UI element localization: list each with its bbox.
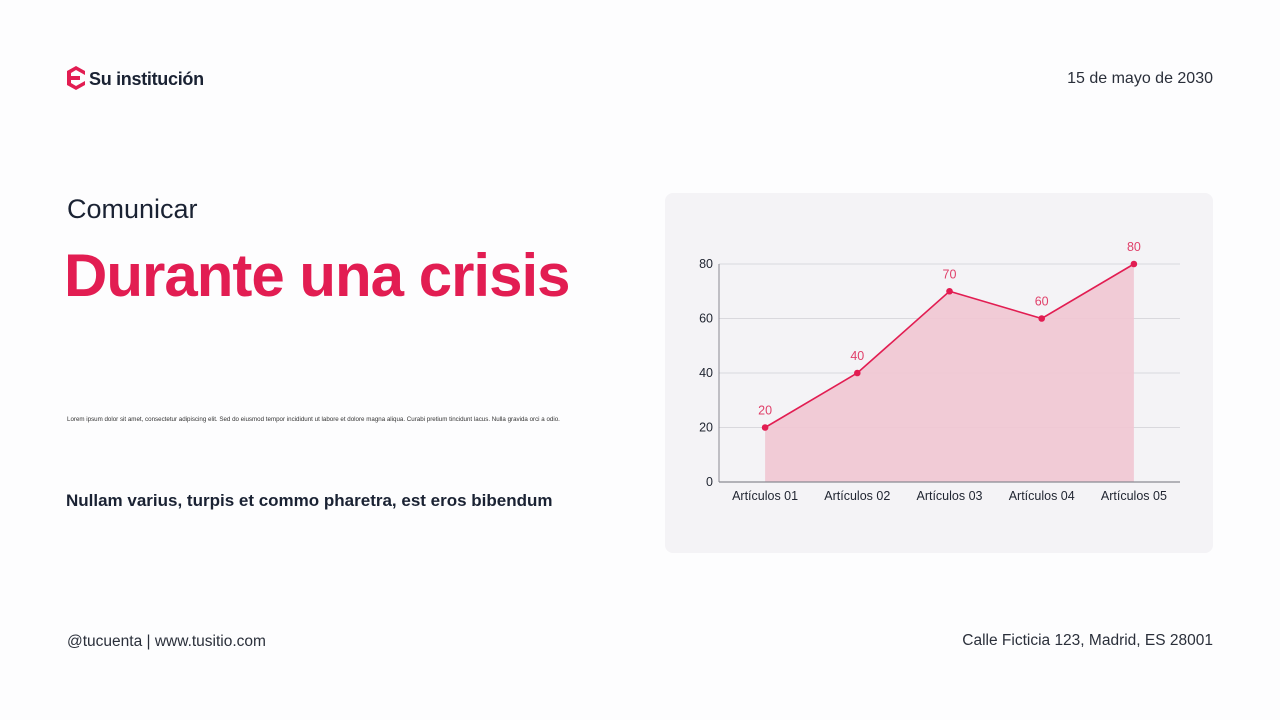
brand-logo: Su institución bbox=[66, 66, 204, 92]
y-tick-label: 80 bbox=[699, 257, 713, 271]
data-label: 40 bbox=[850, 349, 864, 363]
x-tick-label: Artículos 02 bbox=[824, 489, 890, 503]
kicker-heading: Comunicar bbox=[67, 194, 198, 224]
subtitle: Nullam varius, turpis et commo pharetra,… bbox=[66, 491, 553, 510]
data-point bbox=[761, 424, 769, 431]
logo-icon bbox=[67, 66, 85, 90]
y-tick-label: 0 bbox=[706, 475, 713, 489]
y-tick-label: 20 bbox=[699, 421, 713, 435]
footer-address: Calle Ficticia 123, Madrid, ES 28001 bbox=[962, 632, 1213, 649]
data-point bbox=[1038, 315, 1045, 322]
page-title: Durante una crisis bbox=[64, 242, 571, 309]
date-label: 15 de mayo de 2030 bbox=[1067, 70, 1213, 87]
x-tick-label: Artículos 05 bbox=[1101, 489, 1167, 503]
data-label: 60 bbox=[1035, 295, 1049, 309]
body-text: Lorem ipsum dolor sit amet, consectetur … bbox=[67, 416, 560, 423]
data-label: 70 bbox=[943, 267, 957, 281]
data-label: 80 bbox=[1127, 240, 1141, 254]
x-tick-label: Artículos 01 bbox=[732, 489, 798, 503]
brand-name: Su institución bbox=[89, 68, 204, 89]
data-point bbox=[946, 287, 953, 295]
area-chart: 0 20 40 60 80 20 Artículos 01 40 Artículos 02 70 A… bbox=[699, 240, 1180, 503]
data-point bbox=[854, 369, 861, 377]
y-tick-label: 40 bbox=[699, 366, 713, 380]
data-label: 20 bbox=[758, 404, 772, 418]
y-tick-label: 60 bbox=[699, 312, 713, 326]
chart-card: 0 20 40 60 80 20 Artículos 01 40 Artículos 02 70 A… bbox=[665, 193, 1213, 553]
x-tick-label: Artículos 03 bbox=[916, 489, 982, 503]
footer-social: @tucuenta | www.tusitio.com bbox=[67, 633, 266, 650]
data-point bbox=[1130, 260, 1138, 268]
x-tick-label: Artículos 04 bbox=[1009, 489, 1075, 503]
